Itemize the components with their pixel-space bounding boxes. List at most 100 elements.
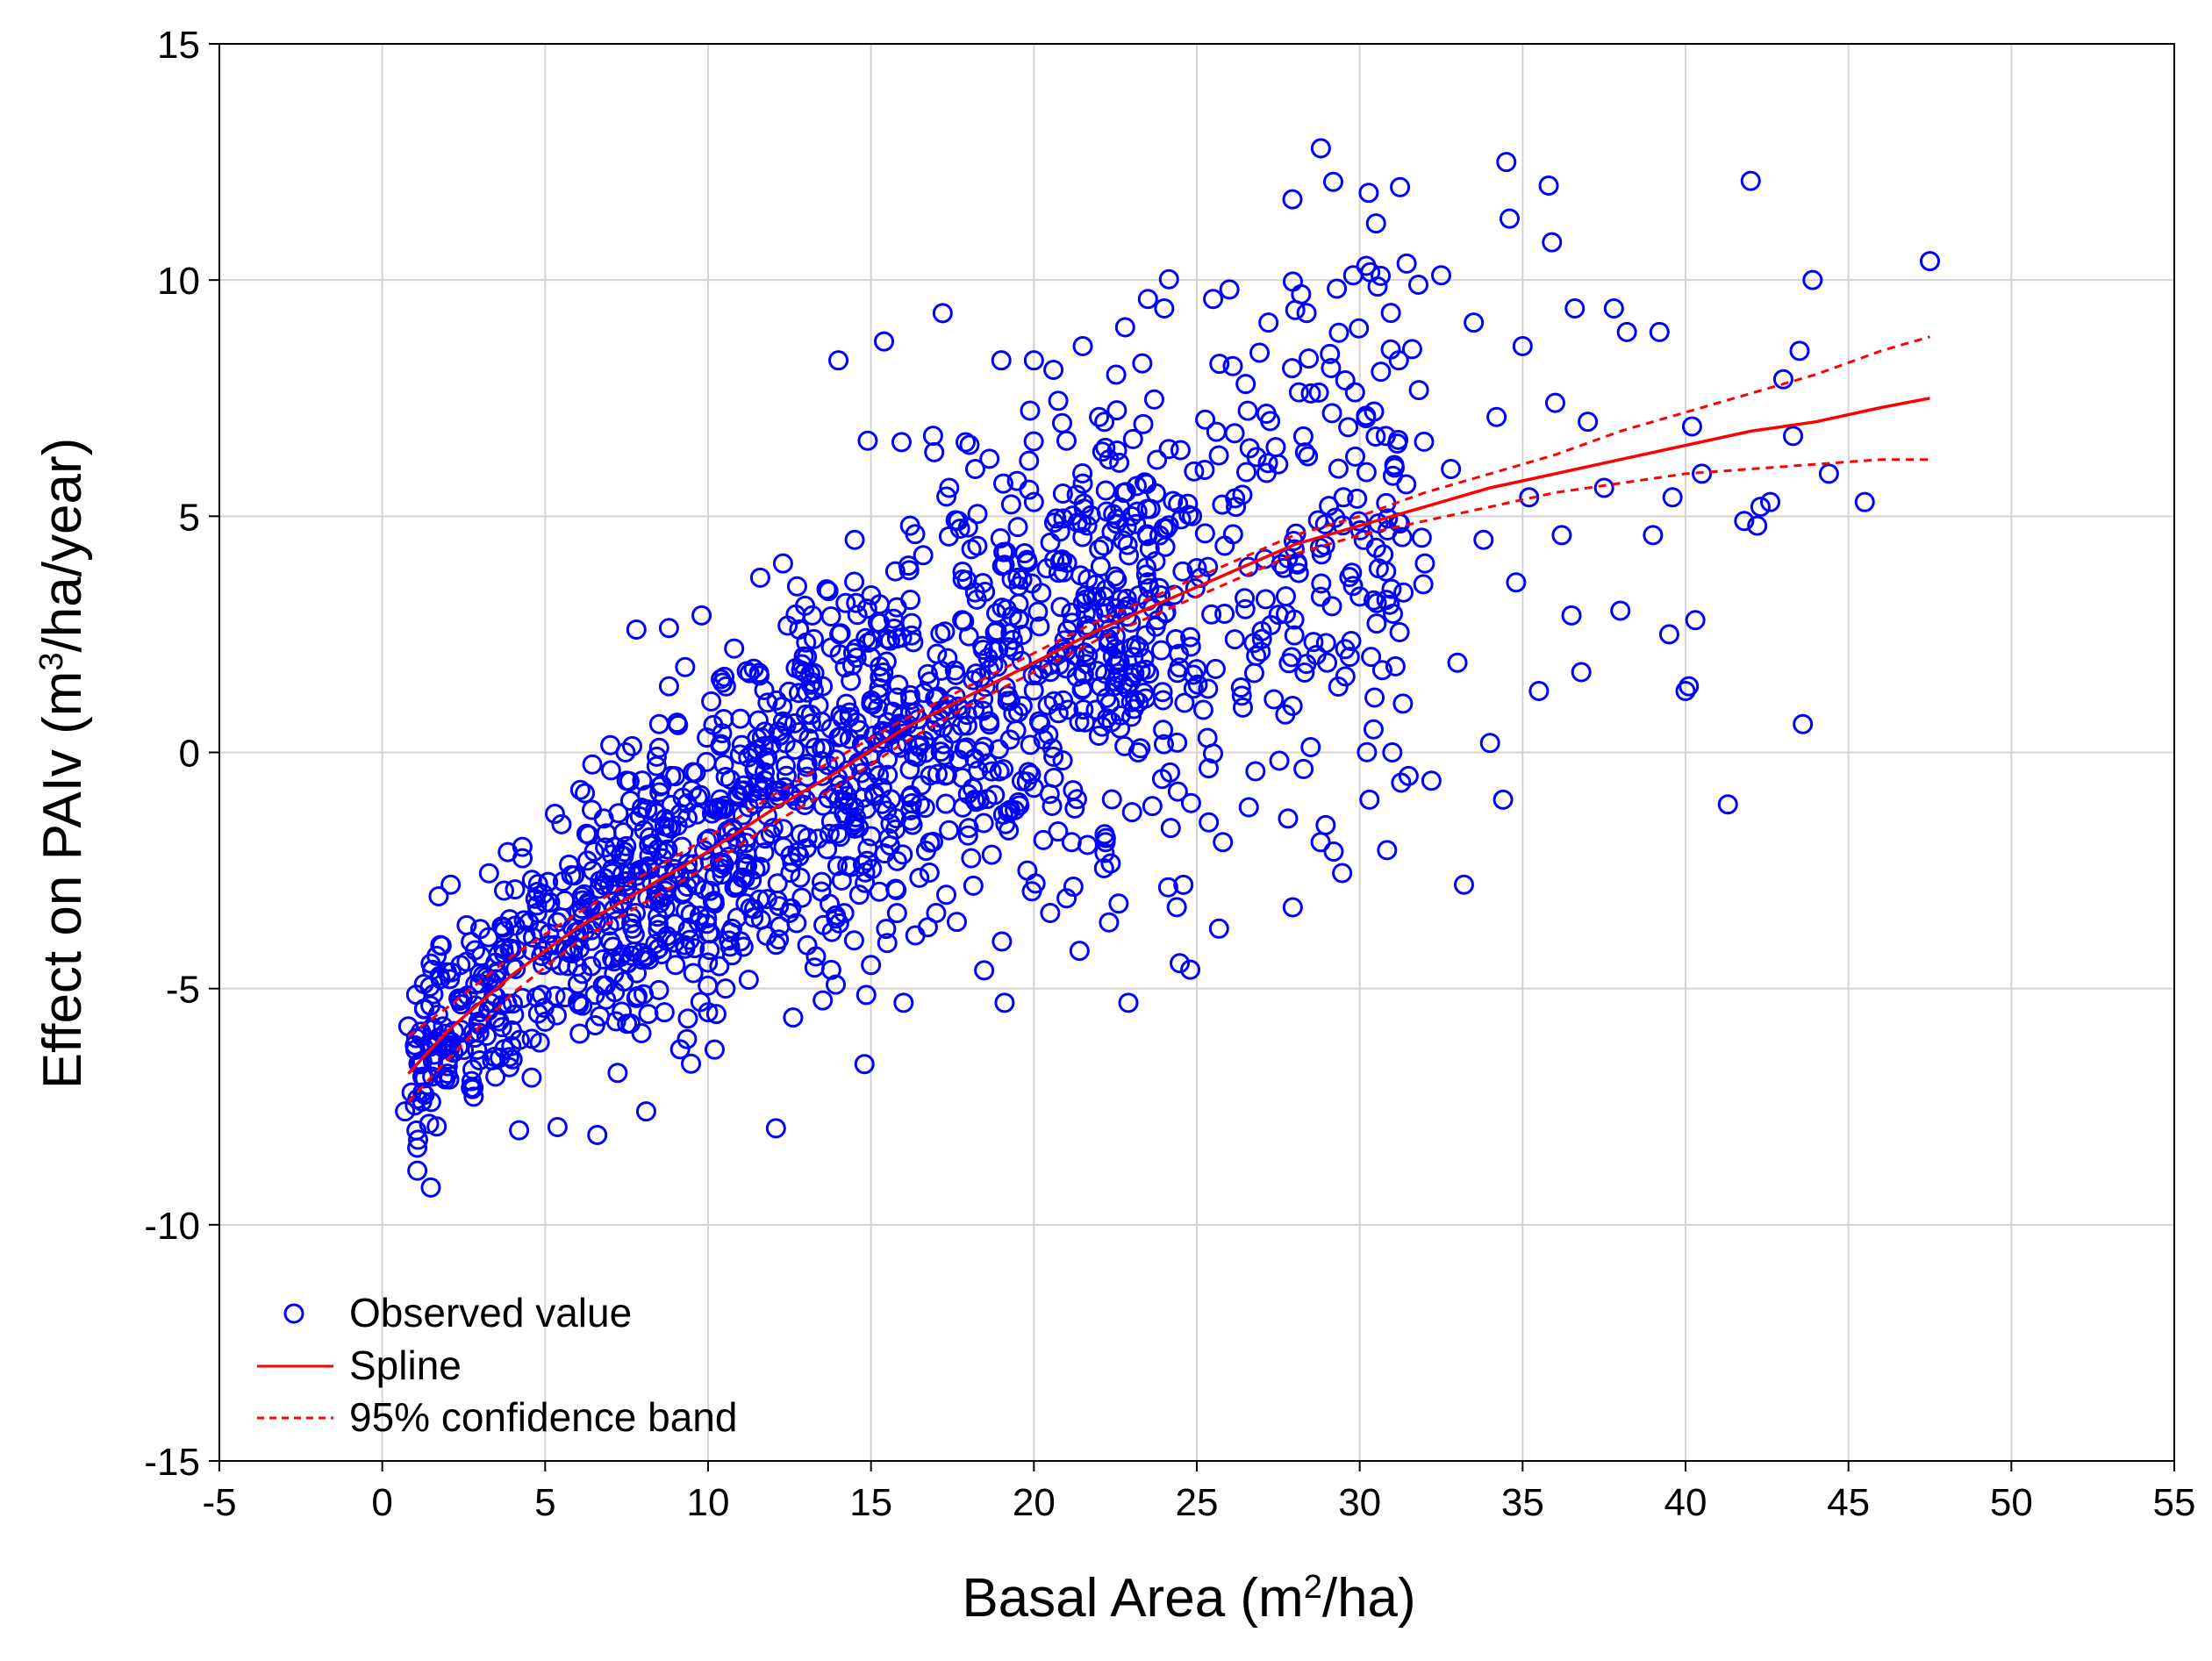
observed-point [794, 795, 815, 816]
observed-point [1750, 497, 1771, 518]
observed-point [1294, 662, 1315, 683]
observed-point [844, 797, 865, 818]
observed-point [469, 919, 490, 940]
observed-point [900, 810, 921, 831]
observed-point [1285, 523, 1306, 544]
observed-point [1174, 692, 1195, 713]
observed-point [1130, 738, 1151, 759]
observed-point [811, 881, 832, 902]
observed-point [1178, 493, 1199, 514]
observed-point [1493, 789, 1514, 810]
observed-point [1106, 638, 1127, 659]
observed-point [606, 911, 627, 932]
observed-point [1364, 590, 1385, 611]
observed-point [1073, 699, 1094, 720]
observed-point [1414, 553, 1435, 574]
observed-point [765, 781, 786, 802]
observed-point [870, 667, 891, 688]
observed-point [425, 1031, 446, 1052]
observed-point [497, 993, 518, 1014]
observed-point [834, 903, 855, 924]
observed-point [1308, 382, 1329, 403]
observed-point [835, 592, 856, 613]
observed-point [1114, 735, 1135, 756]
observed-point [1236, 462, 1257, 483]
observed-point [855, 984, 877, 1006]
observed-point [1069, 941, 1090, 962]
observed-point [1186, 659, 1207, 680]
observed-point [735, 853, 756, 874]
observed-point [1137, 526, 1158, 547]
observed-point [1139, 577, 1160, 598]
observed-point [817, 839, 838, 860]
observed-point [820, 605, 841, 626]
observed-point [1076, 589, 1097, 610]
x-tick-label: 55 [2153, 1481, 2196, 1524]
observed-point [913, 545, 934, 566]
observed-point [798, 728, 820, 749]
observed-point [672, 787, 693, 808]
observed-point [1783, 426, 1804, 447]
observed-point [1235, 598, 1256, 619]
observed-point [505, 915, 526, 936]
x-tick-label: 40 [1664, 1481, 1707, 1524]
observed-point [1142, 796, 1163, 817]
observed-point [994, 992, 1015, 1013]
observed-point [1066, 789, 1087, 810]
observed-point [1019, 450, 1040, 471]
observed-point [874, 331, 895, 352]
observed-point [608, 803, 629, 824]
observed-point [719, 769, 741, 790]
observed-point [564, 865, 585, 886]
observed-point [1256, 462, 1277, 483]
observed-point [1309, 537, 1330, 558]
observed-point [572, 995, 593, 1016]
observed-point [521, 870, 542, 891]
observed-point [603, 936, 624, 957]
observed-point [1327, 278, 1348, 299]
observed-point [839, 707, 860, 728]
observed-point [1199, 812, 1220, 833]
observed-point [886, 687, 907, 708]
observed-point [1101, 789, 1122, 810]
observed-point [1578, 412, 1599, 433]
observed-point [1282, 189, 1303, 210]
observed-point [1139, 663, 1160, 684]
observed-point [555, 987, 576, 1008]
observed-point [1180, 959, 1201, 980]
observed-point [1255, 589, 1276, 610]
observed-point [1072, 336, 1093, 357]
observed-point [582, 799, 603, 820]
observed-point [1357, 741, 1378, 762]
observed-point [1692, 463, 1713, 484]
observed-point [983, 641, 1004, 662]
observed-point [917, 663, 938, 684]
observed-point [521, 1067, 542, 1088]
observed-point [582, 754, 603, 775]
observed-point [712, 864, 733, 885]
observed-point [877, 764, 898, 785]
observed-point [830, 827, 851, 848]
observed-point [991, 350, 1012, 371]
observed-point [1050, 597, 1071, 618]
observed-point [1031, 583, 1052, 604]
observed-point [909, 867, 930, 888]
observed-point [1414, 431, 1435, 452]
observed-point [624, 924, 645, 945]
observed-point [485, 952, 506, 973]
observed-point [669, 1039, 691, 1060]
observed-point [851, 762, 872, 784]
observed-point [699, 828, 720, 849]
observed-point [1378, 508, 1399, 529]
observed-point [996, 541, 1017, 562]
observed-point [700, 923, 721, 944]
observed-point [1043, 768, 1064, 789]
legend: Observed value Spline 95% confidence ban… [257, 1290, 737, 1440]
observed-point [1147, 449, 1168, 470]
observed-point [712, 723, 733, 744]
x-tick-label: -5 [202, 1481, 236, 1524]
observed-point [476, 966, 497, 987]
observed-point [710, 735, 731, 756]
observed-point [797, 827, 818, 848]
observed-point [1321, 403, 1342, 424]
